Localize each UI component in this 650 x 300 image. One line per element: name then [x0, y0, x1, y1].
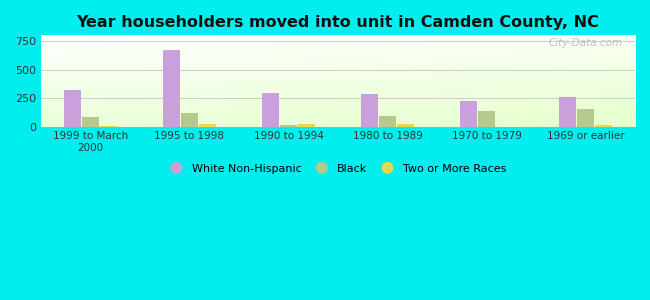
Bar [82, 118, 99, 127]
Text: City-Data.com: City-Data.com [549, 38, 623, 48]
Bar [577, 110, 594, 127]
Bar [280, 125, 297, 127]
Legend: White Non-Hispanic, Black, Two or More Races: White Non-Hispanic, Black, Two or More R… [170, 164, 506, 174]
Bar [460, 101, 477, 127]
Bar [100, 126, 117, 127]
Bar [262, 93, 279, 127]
Bar [64, 90, 81, 127]
Bar [181, 113, 198, 127]
Bar [595, 124, 612, 127]
Bar [298, 124, 315, 127]
Title: Year householders moved into unit in Camden County, NC: Year householders moved into unit in Cam… [77, 15, 599, 30]
Bar [559, 97, 576, 127]
Bar [478, 111, 495, 127]
Bar [361, 94, 378, 127]
Bar [199, 124, 216, 127]
Bar [397, 124, 414, 127]
Bar [379, 116, 396, 127]
Bar [163, 50, 180, 127]
